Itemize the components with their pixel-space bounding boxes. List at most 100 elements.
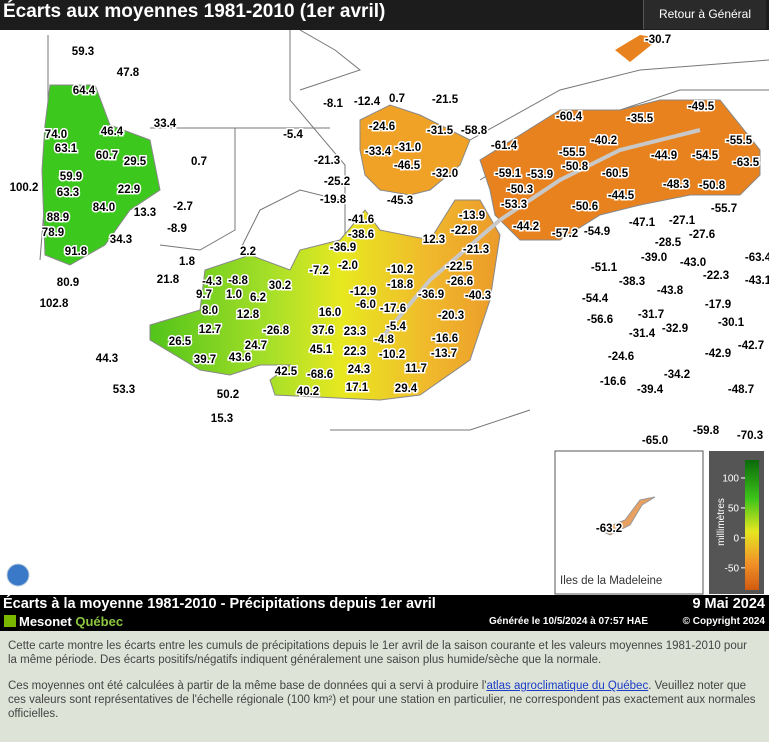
colorbar [745,460,759,590]
station-label: -21.3 [463,244,489,256]
legend-tick-label: 50 [728,503,740,514]
station-label: -26.8 [263,325,290,337]
description: Cette carte montre les écarts entre les … [0,631,769,742]
station-label: 63.3 [57,187,79,199]
station-label: 17.1 [346,382,369,394]
station-label: -12.4 [354,96,381,108]
station-label: -34.2 [664,369,690,381]
station-label: -60.5 [602,168,629,180]
station-label: -5.4 [386,321,406,333]
station-label: -31.4 [629,328,656,340]
station-label: -19.8 [320,194,347,206]
station-label: -27.6 [689,229,715,241]
inset-island [598,496,656,536]
station-label: -40.2 [591,135,617,147]
station-label: -12.9 [350,286,376,298]
station-label: 26.5 [169,336,192,348]
station-label: 50.2 [217,389,239,401]
station-label: -24.6 [369,121,395,133]
station-label: 6.2 [250,292,266,304]
station-label: 47.8 [117,67,140,79]
station-label: -32.9 [662,323,688,335]
station-label: -40.3 [465,290,491,302]
station-label: 22.3 [344,346,366,358]
station-label: 0.7 [191,156,207,168]
station-label: -38.6 [348,229,374,241]
globe-icon [6,563,30,587]
station-label: -7.2 [309,265,329,277]
text: Ces moyennes ont été calculées à partir … [8,680,487,692]
station-label: 29.4 [395,383,418,395]
station-label: -30.1 [718,317,745,329]
station-label: -58.8 [461,125,488,137]
station-label: -46.5 [394,160,421,172]
station-label: -45.3 [387,195,413,207]
legend-tick-label: 100 [722,473,739,484]
station-label: -24.6 [608,351,634,363]
station-label: 100.2 [10,182,39,194]
station-label: 102.8 [40,298,69,310]
station-label: -70.3 [737,430,763,442]
station-label: -5.4 [283,129,303,141]
station-label: 12.8 [237,309,260,321]
station-label: 8.0 [202,305,218,317]
atlas-link[interactable]: atlas agroclimatique du Québec [486,680,649,692]
station-label: -8.8 [228,275,248,287]
station-label: -10.2 [379,349,405,361]
footer-date: 9 Mai 2024 [692,596,765,612]
station-label: 13.3 [134,207,156,219]
region-coast [615,35,660,62]
legend-ticks: 100 50 0 -50 [722,473,745,574]
station-label: -43.0 [680,257,706,269]
station-label: -27.1 [669,215,696,227]
station-label: -48.3 [663,179,689,191]
station-label: 1.0 [226,289,242,301]
station-label: -60.4 [556,111,583,123]
station-label: -8.9 [167,223,187,235]
station-label: -32.0 [432,168,458,180]
station-label: 33.4 [154,118,177,130]
station-label: -6.0 [356,299,376,311]
station-label: -22.5 [446,261,473,273]
station-label: -56.6 [587,314,613,326]
station-label: -39.0 [641,252,667,264]
station-label: 0.7 [389,93,405,105]
region-north [359,104,471,196]
station-label: 12.7 [199,324,221,336]
station-label: 39.7 [194,354,216,366]
station-label: -2.7 [173,201,193,213]
station-label: -22.3 [703,270,729,282]
river [378,128,701,342]
legend-tick-label: 0 [733,533,739,544]
station-label: -31.7 [638,309,664,321]
station-label: -50.3 [507,184,533,196]
station-label: 74.0 [45,129,67,141]
station-label: 9.7 [196,289,212,301]
back-button[interactable]: Retour à Général [643,0,766,29]
inset-label: Iles de la Madeleine [560,575,662,587]
station-label: 29.5 [124,156,147,168]
legend-unit: millimètres [716,498,727,546]
brand: Mesonet Québec [4,614,123,629]
station-label: -33.4 [365,146,392,158]
text: . Veuillez noter que ces valeurs sont re… [8,680,756,720]
station-label: 60.7 [96,150,118,162]
station-label: -50.6 [572,201,598,213]
station-label: 16.0 [319,307,341,319]
station-label: -47.1 [629,217,656,229]
station-label: -51.1 [591,262,618,274]
station-label: -30.7 [645,34,671,46]
station-label: -36.9 [330,242,356,254]
station-label: -35.5 [627,113,654,125]
paragraph: Cette carte montre les écarts entre les … [8,640,747,666]
station-label: 12.3 [423,234,445,246]
station-label: 22.9 [118,184,140,196]
station-label: 11.7 [405,363,427,375]
brand-1: Mesonet [19,614,72,629]
station-label: -53.9 [527,169,553,181]
station-labels: 59.3 47.8 64.4 33.4 74.0 46.4 63.1 60.7 29.5 0.7 5… [8,33,769,537]
station-label: -43.1 [745,275,769,287]
station-label: 53.3 [113,384,135,396]
station-label: 45.1 [310,344,333,356]
